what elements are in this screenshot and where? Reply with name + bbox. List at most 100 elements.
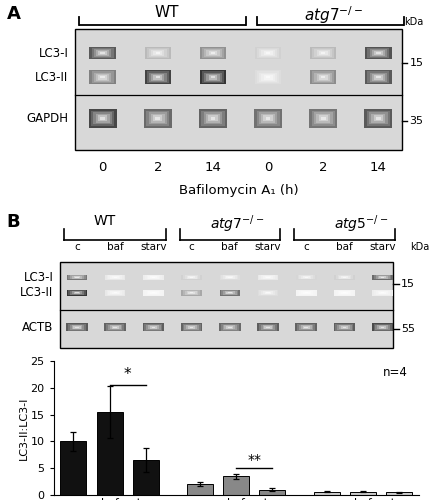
Bar [379,326,386,328]
Bar [181,290,202,296]
Bar [75,326,79,328]
Bar [202,48,224,58]
Bar [221,290,238,296]
Text: 55: 55 [401,324,415,334]
Bar [183,275,200,280]
Bar [266,292,270,294]
Bar [369,112,388,124]
Bar [343,326,346,328]
Bar [257,72,279,84]
Bar [321,117,326,120]
Bar [350,492,376,495]
Text: A: A [7,4,20,22]
Text: kDa: kDa [404,17,423,27]
Bar [314,49,332,58]
Bar [266,52,270,54]
Bar [181,323,202,332]
Bar [299,324,313,330]
Bar [321,52,326,54]
Bar [376,117,381,120]
Bar [150,292,157,294]
Bar [381,326,385,328]
Bar [67,274,87,280]
Bar [145,275,162,280]
Bar [224,326,235,330]
Bar [186,326,197,330]
Bar [143,290,164,296]
Bar [379,276,386,278]
Bar [372,323,394,332]
Bar [319,115,328,121]
Bar [98,115,107,121]
Bar [367,110,390,126]
Bar [190,326,194,328]
Bar [343,292,346,294]
Bar [305,326,308,328]
Bar [149,49,167,58]
Bar [374,115,383,121]
Bar [190,292,193,294]
Bar [265,292,272,294]
Bar [296,290,316,296]
Bar [209,51,217,55]
Bar [70,324,84,330]
Bar [147,290,160,295]
Bar [372,74,385,81]
Bar [188,326,195,328]
Bar [365,47,391,60]
Bar [100,52,105,54]
Bar [144,109,172,128]
Bar [319,75,328,80]
Bar [228,292,232,294]
Bar [187,484,213,495]
Bar [259,49,277,58]
Bar [93,112,112,124]
Bar [266,277,270,278]
Bar [75,29,402,150]
Bar [108,290,122,295]
Bar [303,292,310,294]
Bar [255,47,281,60]
Bar [341,276,348,278]
Bar [153,51,162,55]
Bar [151,74,164,81]
Bar [226,326,233,328]
Text: 2: 2 [319,161,328,174]
Bar [372,290,393,296]
Bar [297,324,315,330]
Bar [133,460,159,495]
Bar [302,326,310,328]
Bar [264,326,272,328]
Bar [148,276,158,278]
Bar [146,110,169,126]
Bar [266,117,270,120]
Bar [188,276,195,278]
Text: baf: baf [336,242,353,252]
Bar [183,324,201,330]
Text: *: * [124,368,132,382]
Bar [374,324,391,330]
Text: starv: starv [369,242,396,252]
Bar [379,292,386,294]
Bar [298,275,315,280]
Bar [184,324,199,330]
Bar [341,326,348,328]
Bar [376,276,389,279]
Bar [334,323,355,332]
Bar [223,276,237,279]
Bar [309,109,337,128]
Bar [223,324,237,330]
Bar [204,72,222,82]
Bar [370,72,387,82]
Bar [337,324,352,330]
Bar [143,323,164,332]
Bar [339,326,350,330]
Bar [220,290,240,296]
Bar [148,112,167,124]
Bar [261,50,275,56]
Bar [211,52,215,54]
Bar [257,48,279,58]
Bar [112,292,118,294]
Bar [108,276,122,279]
Text: B: B [7,213,20,231]
